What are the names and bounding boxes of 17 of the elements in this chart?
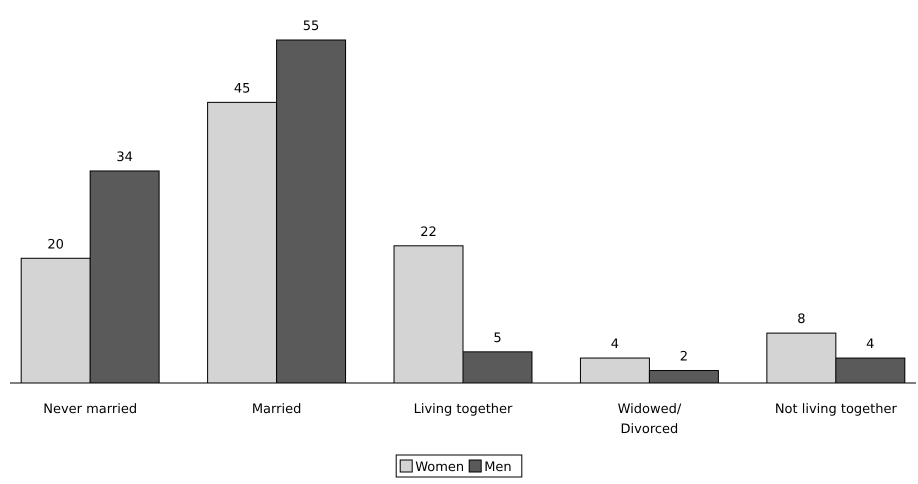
x-tick-label: Widowed/ Divorced	[618, 402, 682, 437]
x-tick-label: Not living together	[774, 402, 898, 417]
legend-label: Men	[484, 460, 512, 475]
data-label: 34	[116, 150, 133, 165]
data-label: 8	[797, 312, 806, 328]
data-label: 4	[610, 337, 620, 352]
data-label: 22	[420, 224, 437, 240]
x-tick-label: Married	[252, 402, 302, 417]
data-label: 4	[866, 337, 874, 352]
data-label: 2	[680, 350, 688, 365]
legend-label: Women	[415, 460, 464, 475]
data-label: 45	[234, 81, 250, 96]
x-tick-label: Never married	[43, 402, 138, 417]
data-label: 5	[493, 330, 502, 346]
data-label: 20	[47, 237, 64, 252]
data-label: 55	[302, 19, 320, 34]
x-tick-label: Living together	[414, 402, 514, 417]
